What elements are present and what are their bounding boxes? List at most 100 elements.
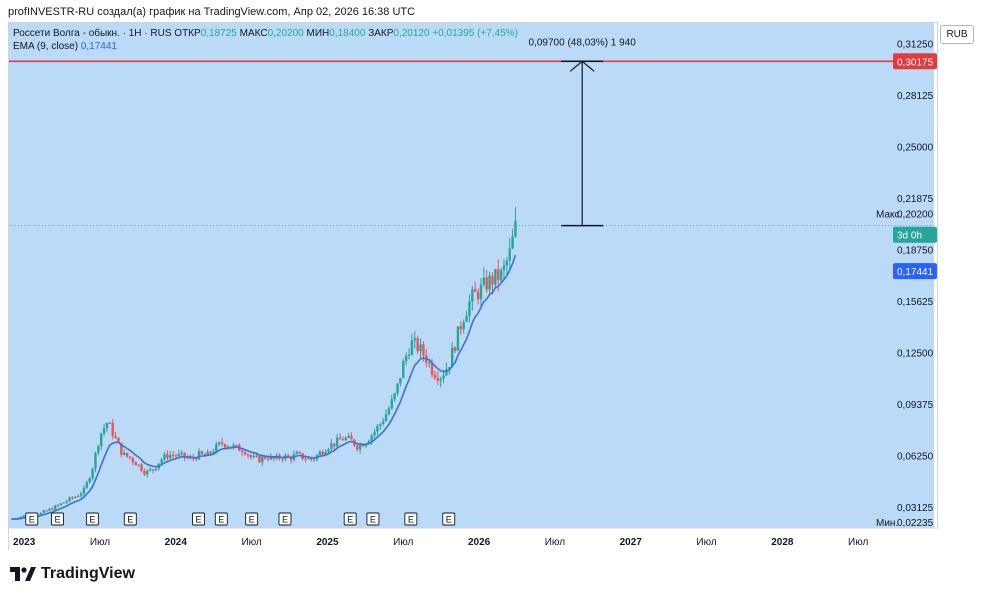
ohlc-legend: Россети Волга - обыкн. · 1Н · RUS ОТКР0,…	[13, 28, 518, 39]
min-value: 0,02235	[897, 518, 934, 529]
candle-body	[402, 360, 405, 379]
candle-body	[269, 456, 273, 460]
candle-body	[413, 338, 416, 341]
candle-body	[416, 338, 419, 352]
candle-body	[88, 478, 91, 483]
candle-body	[51, 508, 54, 510]
candle-body	[180, 452, 183, 454]
plot-background	[9, 23, 934, 528]
candle-body	[232, 444, 235, 447]
candle-body	[439, 378, 442, 381]
candle-body	[220, 442, 224, 444]
earnings-marker-label: E	[249, 515, 255, 525]
candle-body	[120, 442, 123, 455]
candle-body	[497, 269, 500, 281]
candle-body	[71, 497, 74, 499]
candle-body	[102, 428, 106, 434]
x-tick-label: Июл	[696, 537, 716, 548]
candle-body	[327, 449, 330, 452]
low-label: МИН	[306, 28, 330, 39]
y-tick-label: 0,25000	[897, 143, 934, 154]
candle-body	[422, 344, 425, 356]
candle-body	[143, 470, 146, 475]
candle-body	[76, 496, 80, 498]
candle-body	[474, 289, 477, 292]
candle-body	[252, 455, 255, 458]
candle-body	[430, 362, 434, 375]
earnings-marker	[25, 512, 39, 526]
candle-body	[131, 457, 135, 463]
candle-body	[479, 284, 483, 300]
earnings-marker-label: E	[29, 515, 35, 525]
candle-body	[511, 236, 514, 249]
earnings-marker	[404, 512, 418, 526]
candle-body	[100, 433, 103, 447]
time-axis	[9, 528, 939, 551]
candle-body	[468, 301, 471, 316]
currency-button[interactable]: RUB	[940, 25, 974, 44]
candle-body	[442, 375, 445, 379]
candle-body	[123, 452, 126, 455]
candle-body	[404, 355, 408, 361]
x-tick-label: 2027	[620, 537, 643, 548]
candle-body	[140, 464, 143, 471]
candle-body	[166, 454, 169, 458]
open-value: 0,18725	[200, 28, 237, 39]
candle-body	[448, 367, 451, 369]
earnings-marker	[442, 512, 456, 526]
candle-body	[226, 446, 229, 448]
x-tick-label: 2026	[468, 537, 491, 548]
candle-body	[39, 512, 43, 516]
earnings-marker	[192, 512, 205, 526]
candle-body	[379, 424, 382, 426]
candle-body	[514, 220, 517, 237]
measure-label: 0,09700 (48,03%) 1 940	[529, 37, 637, 48]
candle-body	[304, 458, 307, 460]
target-price-label: 0,30175	[897, 57, 934, 68]
earnings-marker-label: E	[347, 515, 353, 525]
legend-symbol[interactable]: Россети Волга - обыкн. · 1Н · RUS	[13, 28, 172, 39]
measure-arrow-head	[569, 60, 595, 72]
y-tick-label: 0,06250	[897, 452, 934, 463]
candle-body	[137, 464, 140, 466]
candle-body	[203, 454, 206, 456]
ema-line	[11, 254, 517, 520]
change-value: +0,01395 (+7,45%)	[432, 28, 518, 39]
candle-body	[376, 425, 379, 432]
candle-body	[197, 451, 201, 460]
candle-body	[22, 515, 25, 517]
price-chart[interactable]: 0,31250 0,28125 0,25000 0,21875 0,18750 0,156…	[9, 23, 939, 551]
candle-body	[312, 459, 316, 461]
ema-label[interactable]: EMA (9, close)	[13, 41, 79, 52]
candle-body	[194, 458, 198, 460]
target-price-tag	[893, 53, 937, 70]
candle-body	[321, 451, 324, 455]
candle-body	[396, 383, 399, 394]
candle-body	[146, 470, 149, 475]
chart-frame[interactable]: 0,31250 0,28125 0,25000 0,21875 0,18750 0,156…	[8, 22, 939, 551]
candle-body	[74, 496, 77, 498]
candle-body	[295, 452, 299, 455]
candle-body	[390, 399, 393, 409]
candle-body	[399, 378, 402, 384]
candle-body	[462, 321, 465, 330]
candle-body	[450, 347, 454, 368]
candle-body	[206, 451, 209, 456]
candle-body	[235, 444, 238, 446]
max-value: 0,20200	[897, 210, 934, 221]
candle-body	[243, 452, 247, 455]
earnings-marker	[51, 512, 64, 526]
candle-body	[453, 347, 457, 351]
candle-body	[410, 340, 414, 355]
candle-body	[373, 431, 376, 436]
candle-body	[358, 444, 362, 450]
low-value: 0,18400	[329, 28, 366, 39]
candle-body	[94, 452, 97, 469]
candle-body	[485, 277, 488, 290]
candle-body	[209, 451, 212, 454]
candle-body	[246, 454, 250, 456]
candle-body	[79, 493, 83, 497]
candle-body	[341, 439, 345, 441]
tradingview-logo[interactable]: TradingView	[10, 565, 135, 583]
candle-body	[344, 437, 347, 440]
